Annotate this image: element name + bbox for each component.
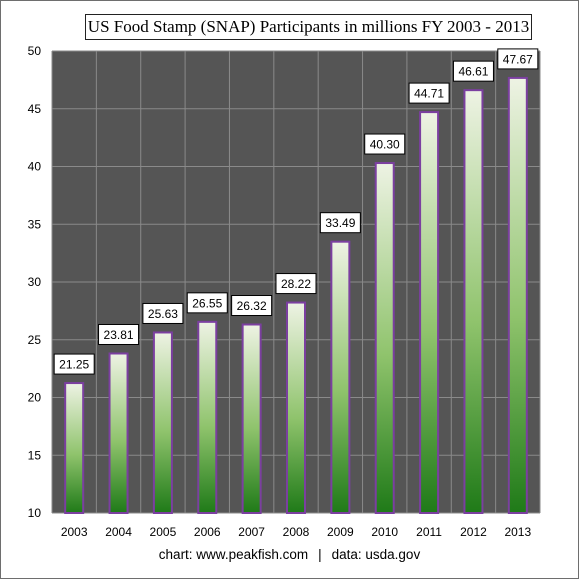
- footer-separator: |: [318, 547, 322, 562]
- y-tick-label: 15: [28, 448, 42, 462]
- chart-title: US Food Stamp (SNAP) Participants in mil…: [85, 14, 532, 40]
- bar-2005: [152, 331, 173, 515]
- data-label-box: [452, 60, 494, 82]
- data-label: 21.25: [59, 358, 89, 372]
- x-tick-label: 2007: [238, 525, 265, 539]
- x-tick-label: 2003: [61, 525, 88, 539]
- x-tick-label: 2012: [460, 525, 487, 539]
- data-label-box: [98, 323, 140, 345]
- x-tick-label: 2010: [371, 525, 398, 539]
- x-tick-label: 2009: [327, 525, 354, 539]
- y-tick-label: 20: [28, 391, 42, 405]
- x-tick-label: 2005: [150, 525, 177, 539]
- data-credit: data: usda.gov: [331, 547, 421, 562]
- data-label-box: [275, 273, 317, 295]
- bar-2008: [286, 301, 306, 514]
- data-label: 47.67: [503, 52, 533, 66]
- x-tick-label: 2006: [194, 525, 221, 539]
- y-tick-label: 30: [28, 275, 42, 289]
- chart-credit: chart: www.peakfish.com: [158, 547, 309, 562]
- data-label: 40.30: [370, 138, 400, 152]
- bar-2010: [374, 162, 395, 514]
- chart-footer: chart: www.peakfish.com | data: usda.gov: [0, 547, 579, 562]
- y-tick-label: 25: [28, 333, 42, 347]
- bar-2011: [419, 111, 440, 515]
- data-label: 44.71: [414, 87, 444, 101]
- y-tick-label: 10: [28, 506, 42, 520]
- y-tick-label: 45: [28, 102, 42, 116]
- data-label: 25.63: [148, 307, 178, 321]
- y-tick-label: 50: [28, 44, 42, 58]
- x-axis-ticks: 2003 2004 2005 2006 2007 2008 2009 2010 2011 2012…: [61, 525, 532, 539]
- bar-2007: [241, 323, 262, 514]
- data-label: 23.81: [104, 328, 134, 342]
- y-tick-label: 35: [28, 217, 42, 231]
- bar-2006: [197, 320, 218, 514]
- bars: 21.25 23.81 25.63 26.55 26.32 28.22 33.49 40.30…: [53, 48, 539, 515]
- bar-2009: [330, 240, 351, 515]
- data-label: 26.55: [192, 296, 222, 310]
- gridlines: [51, 50, 541, 514]
- data-label-box: [364, 133, 406, 155]
- data-label-box: [142, 302, 184, 324]
- x-tick-label: 2004: [105, 525, 132, 539]
- data-label: 33.49: [325, 216, 355, 230]
- data-label-box: [497, 48, 539, 70]
- x-tick-label: 2008: [283, 525, 310, 539]
- bar-2013: [507, 76, 528, 514]
- bar-2012: [463, 89, 484, 514]
- x-tick-label: 2013: [504, 525, 531, 539]
- bar-2004: [108, 352, 129, 514]
- data-label-box: [408, 82, 450, 104]
- data-label-box: [319, 212, 361, 234]
- y-axis-ticks: 10 15 20 25 30 35 40 45 50: [28, 44, 42, 520]
- bar-2003: [64, 382, 85, 514]
- data-label-box: [53, 353, 95, 375]
- data-label: 26.32: [237, 299, 267, 313]
- data-label: 46.61: [458, 65, 488, 79]
- data-label-box: [231, 295, 273, 317]
- y-tick-label: 40: [28, 160, 42, 174]
- data-label: 28.22: [281, 277, 311, 291]
- x-tick-label: 2011: [416, 525, 442, 539]
- data-label-box: [186, 292, 228, 314]
